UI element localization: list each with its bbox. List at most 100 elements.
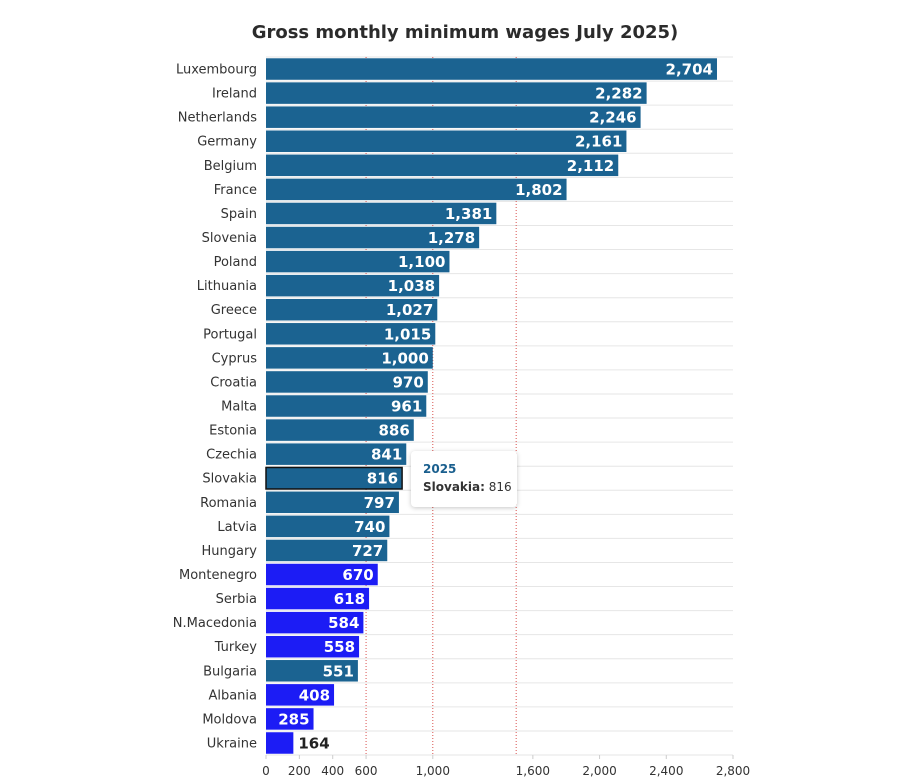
value-label: 551 bbox=[323, 662, 354, 680]
value-label: 2,161 bbox=[575, 133, 622, 151]
tooltip: 2025 Slovakia: 816 bbox=[411, 451, 517, 507]
category-label: Spain bbox=[221, 207, 257, 222]
category-label: Cyprus bbox=[212, 351, 258, 366]
value-label: 841 bbox=[371, 446, 402, 464]
value-label: 285 bbox=[278, 710, 309, 728]
tooltip-series: 2025 bbox=[423, 462, 457, 476]
bar-czechia[interactable] bbox=[266, 443, 407, 465]
bar-bulgaria[interactable] bbox=[266, 660, 358, 682]
x-tick-label: 400 bbox=[321, 764, 344, 778]
bar-germany[interactable] bbox=[266, 130, 627, 152]
category-label: Poland bbox=[214, 255, 257, 270]
bar-spain[interactable] bbox=[266, 202, 497, 225]
category-label: Croatia bbox=[210, 375, 257, 390]
value-label: 670 bbox=[342, 566, 373, 584]
value-label: 1,000 bbox=[381, 349, 428, 367]
value-label: 2,282 bbox=[595, 85, 642, 103]
grid-layer bbox=[266, 56, 733, 756]
bar-netherlands[interactable] bbox=[266, 106, 641, 128]
bar-slovenia[interactable] bbox=[266, 226, 480, 249]
bar-ukraine[interactable] bbox=[266, 732, 294, 754]
bar-belgium[interactable] bbox=[266, 154, 619, 177]
bar-turkey[interactable] bbox=[266, 635, 360, 658]
value-label: 1,381 bbox=[445, 205, 492, 223]
bar-moldova[interactable] bbox=[266, 708, 314, 730]
category-label: Malta bbox=[221, 400, 257, 415]
category-label: Moldova bbox=[202, 712, 257, 727]
bar-montenegro[interactable] bbox=[266, 563, 378, 586]
bar-slovakia[interactable] bbox=[265, 466, 403, 490]
bar-cyprus[interactable] bbox=[266, 347, 433, 369]
category-label: Turkey bbox=[214, 640, 258, 655]
bar-malta[interactable] bbox=[266, 395, 427, 417]
value-label: 2,112 bbox=[567, 157, 614, 175]
bars bbox=[265, 58, 717, 754]
bar-greece[interactable] bbox=[266, 298, 438, 321]
value-label: 618 bbox=[334, 590, 365, 608]
bar-croatia[interactable] bbox=[266, 371, 428, 393]
bar-france[interactable] bbox=[266, 178, 567, 201]
value-label: 1,100 bbox=[398, 253, 445, 271]
value-label: 1,802 bbox=[515, 181, 562, 199]
value-label: 816 bbox=[367, 470, 398, 488]
bar-luxembourg[interactable] bbox=[266, 58, 717, 80]
category-label: Serbia bbox=[216, 592, 257, 607]
value-labels: 2,704 2,282 2,246 2,161 2,112 1,802 1,381 1,278… bbox=[278, 61, 713, 753]
bar-hungary[interactable] bbox=[266, 539, 388, 562]
category-label: Estonia bbox=[209, 424, 257, 439]
value-label: 797 bbox=[364, 494, 395, 512]
bar-poland[interactable] bbox=[266, 250, 450, 273]
bar-albania[interactable] bbox=[266, 684, 335, 706]
category-labels: Luxembourg Ireland Netherlands Germany Belgi… bbox=[173, 63, 258, 752]
value-label: 558 bbox=[324, 638, 355, 656]
category-label: N.Macedonia bbox=[173, 616, 257, 631]
bar-serbia[interactable] bbox=[266, 587, 370, 610]
value-label: 1,027 bbox=[386, 301, 433, 319]
value-label: 584 bbox=[328, 614, 359, 632]
value-label: 740 bbox=[354, 518, 385, 536]
tooltip-value: 816 bbox=[488, 480, 512, 494]
bar-ireland[interactable] bbox=[266, 82, 647, 104]
category-label: Latvia bbox=[217, 520, 257, 535]
x-tick-label: 2,400 bbox=[649, 764, 683, 778]
value-label: 2,246 bbox=[589, 109, 636, 127]
category-label: Germany bbox=[197, 135, 257, 150]
value-label: 961 bbox=[391, 398, 422, 416]
value-label: 727 bbox=[352, 542, 383, 560]
value-label: 164 bbox=[298, 734, 329, 752]
x-tick-label: 2,800 bbox=[716, 764, 750, 778]
tooltip-category: Slovakia: bbox=[423, 480, 485, 494]
category-label: France bbox=[214, 183, 257, 198]
category-label: Albania bbox=[208, 688, 257, 703]
category-label: Romania bbox=[200, 496, 257, 511]
bar-portugal[interactable] bbox=[266, 323, 436, 345]
bar-romania[interactable] bbox=[266, 491, 399, 514]
category-label: Bulgaria bbox=[203, 664, 257, 679]
value-label: 408 bbox=[299, 686, 330, 704]
bar-n-macedonia[interactable] bbox=[266, 611, 364, 634]
x-tick-label: 1,000 bbox=[416, 764, 450, 778]
category-label: Czechia bbox=[206, 448, 257, 463]
x-tick-label: 600 bbox=[355, 764, 378, 778]
x-axis-ticks: 0 200 400 600 1,000 1,600 2,000 2,400 2,800 bbox=[262, 755, 750, 778]
category-label: Ireland bbox=[212, 87, 257, 102]
category-label: Ukraine bbox=[207, 736, 257, 751]
x-tick-label: 2,000 bbox=[582, 764, 616, 778]
bar-lithuania[interactable] bbox=[266, 274, 440, 297]
chart-title: Gross monthly minimum wages July 2025) bbox=[251, 22, 679, 43]
value-label: 886 bbox=[378, 422, 409, 440]
category-label: Luxembourg bbox=[176, 63, 257, 78]
tooltip-line: Slovakia: 816 bbox=[423, 480, 512, 494]
value-label: 1,278 bbox=[428, 229, 475, 247]
bar-estonia[interactable] bbox=[266, 419, 414, 441]
category-label: Portugal bbox=[203, 327, 257, 342]
x-tick-label: 0 bbox=[262, 764, 270, 778]
category-label: Lithuania bbox=[197, 279, 257, 294]
category-label: Slovenia bbox=[202, 231, 257, 246]
category-label: Hungary bbox=[201, 544, 257, 559]
value-label: 970 bbox=[392, 373, 423, 391]
bar-latvia[interactable] bbox=[266, 515, 390, 538]
x-tick-label: 200 bbox=[288, 764, 311, 778]
category-label: Netherlands bbox=[178, 111, 257, 126]
